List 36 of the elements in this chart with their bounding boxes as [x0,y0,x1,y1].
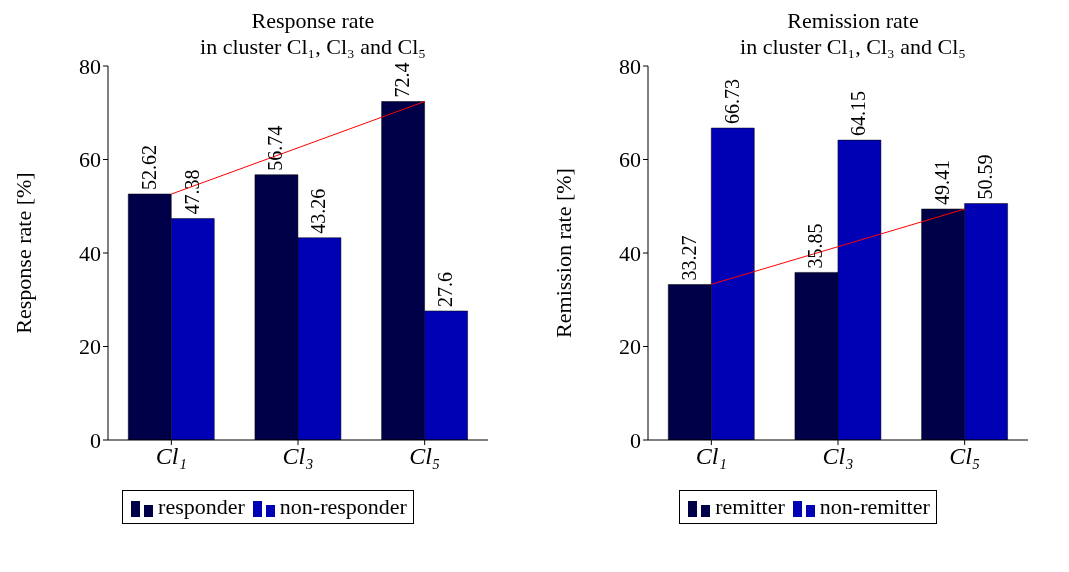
chart-title: Response rate in cluster Cl₁, Cl₃ and Cl₅ [199,8,427,59]
legend-label: remitter [715,494,785,520]
y-tick-label: 80 [619,53,641,79]
y-tick-label: 80 [79,53,101,79]
data-label: 47.38 [180,169,203,215]
data-label: 56.74 [264,125,287,171]
y-tick-label: 0 [630,427,641,453]
y-tick-label: 20 [79,334,101,360]
y-tick-label: 40 [79,240,101,266]
data-label: 64.15 [847,91,870,137]
legend-label: non-responder [279,494,407,520]
y-tick-label: 0 [90,427,101,453]
data-label: 72.4 [391,62,414,98]
data-label: 50.59 [974,154,997,200]
chart-title: Remission rate in cluster Cl₁, Cl₃ and Cl₅ [739,8,967,59]
data-label: 49.41 [931,160,954,206]
x-tick-label: Cl₅ [409,443,441,470]
y-tick-label: 20 [619,334,641,360]
y-axis-title: Remission rate [%] [550,168,576,338]
data-label: 52.62 [137,145,160,190]
legend-label: responder [158,494,245,520]
y-axis-title: Response rate [%] [10,172,36,334]
x-tick-label: Cl₅ [949,443,981,470]
legend-label: non-remitter [819,494,930,520]
y-tick-label: 40 [619,240,641,266]
y-tick-label: 60 [79,147,101,173]
x-tick-label: Cl₁ [155,443,187,470]
data-label: 43.26 [307,188,330,234]
data-label: 27.6 [434,271,457,307]
y-tick-label: 60 [619,147,641,173]
data-label: 35.85 [804,223,827,269]
data-label: 33.27 [677,235,700,281]
x-tick-label: Cl₃ [282,443,314,470]
data-label: 66.73 [720,79,743,125]
x-tick-label: Cl₃ [822,443,854,470]
x-tick-label: Cl₁ [695,443,727,470]
